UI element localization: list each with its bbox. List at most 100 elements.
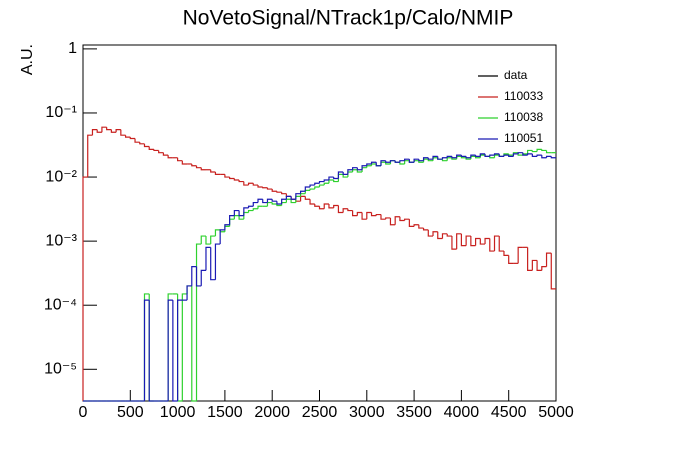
histogram-step — [252, 183, 259, 186]
histogram-step — [517, 152, 523, 154]
histogram-step — [328, 203, 334, 209]
histogram-step — [545, 155, 552, 158]
histogram-step — [342, 208, 348, 213]
histogram-step — [115, 129, 121, 133]
histogram-step — [143, 143, 150, 148]
histogram-step — [498, 153, 504, 158]
histogram-step — [484, 153, 490, 158]
histogram-step — [503, 251, 509, 256]
histogram-step — [356, 167, 363, 171]
histogram-step — [247, 209, 254, 213]
histogram-step — [508, 255, 514, 264]
x-tick-label: 0 — [79, 404, 88, 421]
histogram-step — [271, 189, 277, 192]
histogram-step — [536, 260, 542, 271]
histogram-step — [191, 266, 197, 286]
histogram-step — [460, 155, 467, 158]
histogram-step — [172, 300, 178, 402]
histogram-step — [385, 160, 391, 163]
histogram-step — [243, 181, 249, 186]
histogram-step — [233, 178, 240, 181]
x-tick-label: 3000 — [349, 404, 385, 421]
histogram-step — [456, 233, 462, 250]
histogram-step — [545, 252, 552, 267]
x-tick-label: 1500 — [207, 404, 243, 421]
histogram-step — [271, 199, 277, 202]
histogram-step — [285, 195, 292, 200]
histogram-step — [503, 154, 509, 157]
histogram-step — [474, 155, 481, 158]
x-tick-label: 2000 — [254, 404, 290, 421]
histogram-step — [295, 193, 301, 200]
legend-label: 110051 — [504, 131, 543, 145]
histogram-step — [385, 217, 391, 220]
histogram-step — [356, 211, 363, 216]
histogram-step — [328, 176, 334, 180]
histogram-step — [124, 135, 131, 138]
histogram-step — [276, 191, 282, 193]
histogram-step — [290, 196, 296, 200]
histogram-step — [247, 182, 254, 186]
histogram-step — [550, 156, 556, 159]
histogram-step — [531, 259, 538, 271]
histogram-step — [191, 285, 197, 402]
histogram-step — [418, 159, 424, 162]
histogram-step — [195, 165, 202, 169]
histogram-step — [214, 229, 221, 237]
histogram-step — [441, 233, 448, 239]
histogram-step — [304, 186, 311, 192]
histogram-step — [342, 174, 348, 178]
histogram-step — [404, 158, 410, 161]
histogram-step — [389, 217, 396, 226]
histogram-step — [290, 199, 296, 204]
histogram-step — [446, 155, 452, 158]
histogram-step — [200, 167, 206, 171]
histogram-step — [541, 266, 547, 271]
histogram-step — [446, 233, 452, 237]
histogram-step — [408, 219, 415, 227]
histogram-step — [394, 160, 400, 163]
histogram-step — [210, 169, 216, 173]
chart-title: NoVetoSignal/NTrack1p/Calo/NMIP — [183, 7, 514, 30]
histogram-step — [550, 253, 556, 290]
histogram-step — [441, 157, 448, 160]
histogram-step — [195, 243, 202, 401]
legend-label: 110033 — [504, 89, 543, 103]
histogram-step — [101, 126, 107, 133]
histogram-step — [413, 158, 419, 163]
histogram-step — [167, 299, 173, 401]
histogram-step — [281, 192, 287, 195]
histogram-step — [541, 149, 547, 152]
histogram-step — [299, 190, 306, 194]
histogram-step — [181, 293, 188, 401]
histogram-step — [243, 207, 249, 216]
histogram-step — [361, 165, 367, 170]
histogram-step — [375, 213, 381, 216]
histogram-step — [309, 188, 315, 191]
y-tick-label: 10⁻⁵ — [44, 361, 77, 378]
histogram-step — [304, 196, 311, 200]
histogram-step — [262, 186, 268, 189]
histogram-step — [309, 199, 315, 205]
histogram-step — [177, 157, 183, 162]
histogram-step — [366, 211, 372, 220]
histogram-step — [323, 179, 329, 182]
histogram-step — [460, 233, 467, 247]
histogram-step — [148, 300, 154, 402]
histogram-step — [493, 235, 500, 252]
histogram-step — [233, 209, 240, 216]
histogram-step — [356, 169, 363, 173]
histogram-step — [82, 176, 88, 401]
histogram-step — [110, 129, 117, 133]
histogram-step — [210, 247, 216, 281]
y-tick-label: 10⁻⁴ — [44, 296, 77, 313]
histogram-step — [191, 163, 197, 167]
y-tick-label: 10⁻¹ — [45, 104, 77, 121]
histogram-step — [224, 174, 230, 178]
histogram-step — [380, 214, 386, 220]
histogram-step — [337, 171, 344, 179]
histogram-step — [314, 186, 320, 190]
histogram-step — [451, 156, 457, 159]
histogram-step — [465, 156, 471, 159]
histogram-step — [366, 163, 372, 166]
